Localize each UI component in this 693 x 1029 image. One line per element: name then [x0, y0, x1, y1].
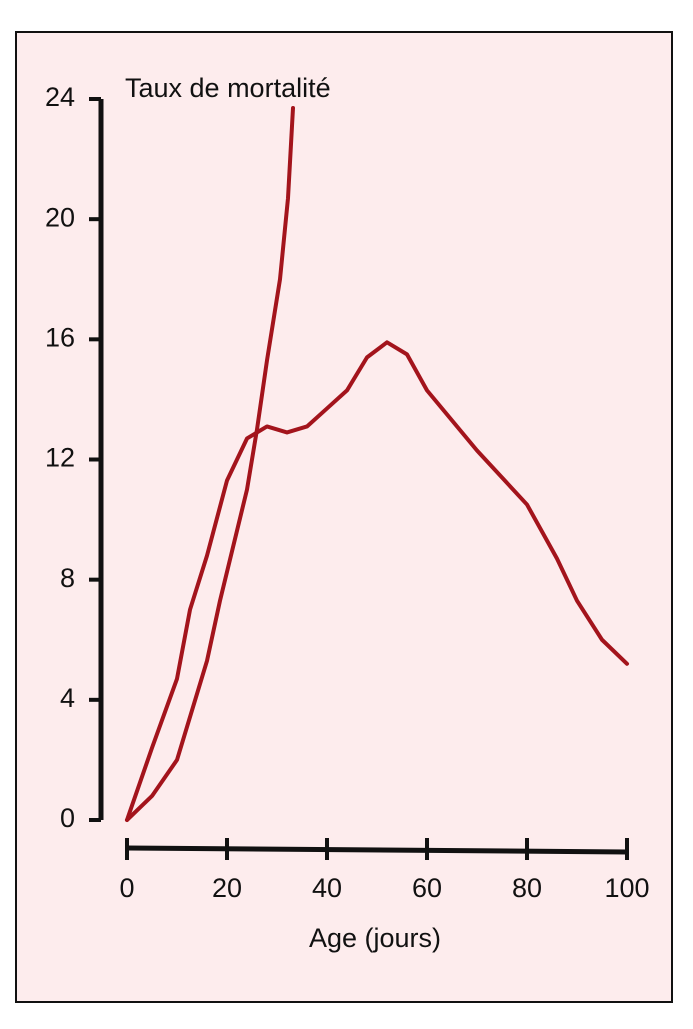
chart-frame [15, 31, 673, 1003]
x-axis-label: Age (jours) [309, 923, 441, 953]
data-line [125, 340, 629, 822]
x-tick-label: 80 [512, 873, 542, 903]
y-tick-label: 16 [45, 322, 75, 352]
y-tick-label: 12 [45, 443, 75, 473]
y-tick-label: 4 [60, 683, 75, 713]
x-tick-label: 20 [212, 873, 242, 903]
x-tick-label: 0 [119, 873, 134, 903]
data-line [125, 106, 295, 822]
x-tick-label: 100 [604, 873, 649, 903]
y-tick-label: 8 [60, 563, 75, 593]
y-tick-label: 0 [60, 803, 75, 833]
y-tick-label: 24 [45, 82, 75, 112]
x-axis [126, 845, 628, 855]
y-tick-label: 20 [45, 202, 75, 232]
x-tick-label: 60 [412, 873, 442, 903]
x-tick-label: 40 [312, 873, 342, 903]
y-axis-label: Taux de mortalité [125, 73, 331, 103]
